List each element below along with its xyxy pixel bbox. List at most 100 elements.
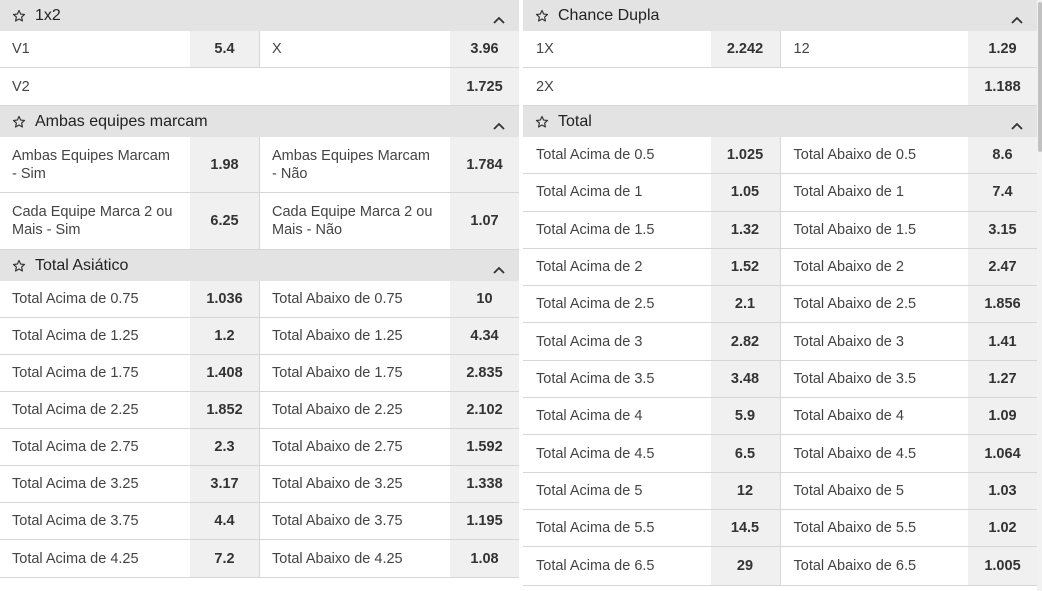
outcome-button[interactable]: Total Acima de 2.25 1.852 [0, 392, 259, 428]
outcome-button[interactable]: Total Abaixo de 3.5 1.27 [779, 360, 1037, 398]
outcome-button[interactable]: Total Acima de 2.5 2.1 [523, 286, 780, 323]
outcome-button[interactable]: Total Abaixo de 0.75 10 [259, 281, 519, 317]
outcome-button[interactable]: V1 5.4 [0, 31, 259, 67]
odds-value[interactable]: 5.4 [190, 31, 259, 67]
outcome-button[interactable]: 2X 1.188 [523, 68, 1037, 105]
outcome-button[interactable]: Total Acima de 2.75 2.3 [0, 429, 259, 465]
odds-value[interactable]: 7.4 [968, 174, 1037, 211]
market-header[interactable]: Chance Dupla [523, 0, 1037, 31]
odds-value[interactable]: 8.6 [968, 137, 1037, 174]
odds-value[interactable]: 1.09 [968, 398, 1037, 435]
outcome-button[interactable]: Total Abaixo de 1.5 3.15 [779, 211, 1037, 248]
outcome-button[interactable]: 1X 2.242 [523, 31, 780, 67]
odds-value[interactable]: 1.195 [450, 503, 519, 539]
odds-value[interactable]: 1.408 [190, 355, 259, 391]
outcome-button[interactable]: Total Abaixo de 1.25 4.34 [259, 318, 519, 354]
outcome-button[interactable]: Total Abaixo de 3.25 1.338 [259, 466, 519, 502]
odds-value[interactable]: 2.835 [450, 355, 519, 391]
odds-value[interactable]: 2.47 [968, 248, 1037, 286]
odds-value[interactable]: 1.025 [710, 137, 780, 174]
odds-value[interactable]: 1.29 [968, 31, 1037, 67]
outcome-button[interactable]: 12 1.29 [779, 31, 1037, 67]
odds-value[interactable]: 3.17 [190, 466, 259, 502]
chevron-up-icon[interactable] [1011, 117, 1023, 130]
odds-value[interactable]: 1.005 [968, 547, 1037, 585]
odds-value[interactable]: 6.5 [710, 435, 780, 472]
outcome-button[interactable]: Total Acima de 6.5 29 [523, 547, 780, 585]
odds-value[interactable]: 1.338 [450, 466, 519, 502]
chevron-up-icon[interactable] [493, 261, 505, 274]
outcome-button[interactable]: Total Abaixo de 3.75 1.195 [259, 503, 519, 539]
odds-value[interactable]: 2.242 [710, 31, 780, 67]
outcome-button[interactable]: Total Abaixo de 4 1.09 [779, 398, 1037, 435]
odds-value[interactable]: 1.03 [968, 472, 1037, 509]
odds-value[interactable]: 12 [710, 472, 780, 509]
outcome-button[interactable]: Total Acima de 2 1.52 [523, 248, 780, 286]
odds-value[interactable]: 1.27 [968, 360, 1037, 398]
outcome-button[interactable]: Total Abaixo de 1 7.4 [779, 174, 1037, 211]
chevron-up-icon[interactable] [493, 11, 505, 24]
outcome-button[interactable]: Total Abaixo de 5.5 1.02 [779, 509, 1037, 547]
odds-value[interactable]: 29 [710, 547, 780, 585]
outcome-button[interactable]: Total Abaixo de 2.75 1.592 [259, 429, 519, 465]
star-outline-icon[interactable] [12, 9, 26, 23]
odds-value[interactable]: 2.82 [710, 323, 780, 360]
odds-value[interactable]: 3.15 [968, 211, 1037, 248]
outcome-button[interactable]: Total Acima de 5.5 14.5 [523, 509, 780, 547]
outcome-button[interactable]: Total Acima de 3.5 3.48 [523, 360, 780, 398]
odds-value[interactable]: 10 [450, 281, 519, 317]
odds-value[interactable]: 1.592 [450, 429, 519, 465]
odds-value[interactable]: 7.2 [190, 540, 259, 577]
odds-value[interactable]: 1.02 [968, 509, 1037, 547]
odds-value[interactable]: 1.852 [190, 392, 259, 428]
odds-value[interactable]: 1.07 [450, 193, 519, 249]
outcome-button[interactable]: Total Acima de 1.5 1.32 [523, 211, 780, 248]
outcome-button[interactable]: Total Abaixo de 2.5 1.856 [779, 286, 1037, 323]
odds-value[interactable]: 1.52 [710, 248, 780, 286]
star-outline-icon[interactable] [12, 259, 26, 273]
outcome-button[interactable]: Total Abaixo de 4.25 1.08 [259, 540, 519, 577]
odds-value[interactable]: 3.96 [450, 31, 519, 67]
outcome-button[interactable]: Total Abaixo de 2 2.47 [779, 248, 1037, 286]
outcome-button[interactable]: Total Acima de 4 5.9 [523, 398, 780, 435]
outcome-button[interactable]: Total Acima de 1.25 1.2 [0, 318, 259, 354]
odds-value[interactable]: 14.5 [710, 509, 780, 547]
odds-value[interactable]: 1.98 [190, 137, 259, 192]
star-outline-icon[interactable] [535, 9, 549, 23]
odds-value[interactable]: 4.34 [450, 318, 519, 354]
market-header[interactable]: 1x2 [0, 0, 519, 31]
odds-value[interactable]: 1.784 [450, 137, 519, 192]
odds-value[interactable]: 1.856 [968, 286, 1037, 323]
outcome-button[interactable]: Ambas Equipes Marcam - Sim 1.98 [0, 137, 259, 192]
odds-value[interactable]: 1.188 [968, 68, 1037, 105]
odds-value[interactable]: 2.1 [710, 286, 780, 323]
outcome-button[interactable]: Total Acima de 5 12 [523, 472, 780, 509]
outcome-button[interactable]: Ambas Equipes Marcam - Não 1.784 [259, 137, 519, 192]
odds-value[interactable]: 1.064 [968, 435, 1037, 472]
odds-value[interactable]: 3.48 [710, 360, 780, 398]
odds-value[interactable]: 1.036 [190, 281, 259, 317]
market-header[interactable]: Total Asiático [0, 250, 519, 281]
star-outline-icon[interactable] [12, 115, 26, 129]
scrollbar[interactable] [1037, 0, 1042, 591]
outcome-button[interactable]: Total Acima de 0.5 1.025 [523, 137, 780, 174]
outcome-button[interactable]: Total Abaixo de 5 1.03 [779, 472, 1037, 509]
outcome-button[interactable]: Total Acima de 1.75 1.408 [0, 355, 259, 391]
odds-value[interactable]: 6.25 [190, 193, 259, 249]
outcome-button[interactable]: Total Acima de 4.5 6.5 [523, 435, 780, 472]
odds-value[interactable]: 4.4 [190, 503, 259, 539]
odds-value[interactable]: 1.05 [710, 174, 780, 211]
odds-value[interactable]: 1.41 [968, 323, 1037, 360]
outcome-button[interactable]: Total Acima de 3 2.82 [523, 323, 780, 360]
outcome-button[interactable]: V2 1.725 [0, 68, 519, 105]
outcome-button[interactable]: Total Abaixo de 2.25 2.102 [259, 392, 519, 428]
chevron-up-icon[interactable] [493, 117, 505, 130]
outcome-button[interactable]: Total Abaixo de 3 1.41 [779, 323, 1037, 360]
outcome-button[interactable]: Total Abaixo de 1.75 2.835 [259, 355, 519, 391]
outcome-button[interactable]: Total Acima de 1 1.05 [523, 174, 780, 211]
outcome-button[interactable]: X 3.96 [259, 31, 519, 67]
odds-value[interactable]: 2.3 [190, 429, 259, 465]
outcome-button[interactable]: Cada Equipe Marca 2 ou Mais - Sim 6.25 [0, 193, 259, 249]
outcome-button[interactable]: Total Acima de 4.25 7.2 [0, 540, 259, 577]
odds-value[interactable]: 1.08 [450, 540, 519, 577]
